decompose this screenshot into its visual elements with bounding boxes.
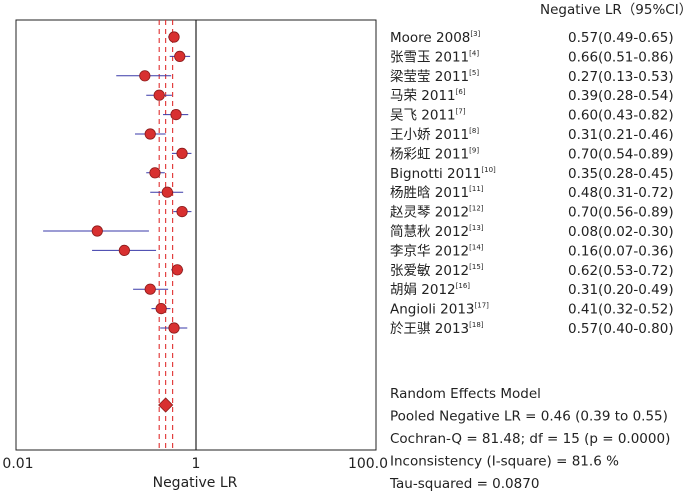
study-label-12: 张爱敏 2012[15] [390,263,484,279]
study-marker-10 [91,225,103,237]
study-ref-3: [6] [456,88,466,96]
study-label-3: 马荣 2011[6] [390,88,466,104]
study-label-2: 梁莹莹 2011[5] [390,69,479,85]
study-name-11: 李京华 2012 [390,243,469,259]
x-tick-label-0: 0.01 [2,456,33,472]
study-name-8: 杨胜晗 2011 [390,184,469,201]
study-ref-2: [5] [469,69,479,77]
study-ref-12: [15] [469,263,484,271]
study-name-15: 於王骐 2013 [390,321,469,337]
study-ci-4: 0.60(0.43-0.82) [568,108,674,124]
study-ref-4: [7] [456,108,466,116]
pooled-diamond [158,397,174,413]
study-ci-15: 0.57(0.40-0.80) [568,321,674,337]
summary-line-0: Random Effects Model [390,386,541,402]
study-marker-4 [170,109,182,121]
study-name-4: 吴飞 2011 [390,108,456,124]
study-ref-15: [18] [469,321,484,329]
study-ref-7: [10] [481,166,496,174]
ci-header: Negative LR（95%CI） [540,2,692,18]
study-name-14: Angioli 2013 [390,302,475,318]
study-ci-0: 0.57(0.49-0.65) [568,30,674,46]
study-name-6: 杨彩虹 2011 [390,146,469,162]
study-label-6: 杨彩虹 2011[9] [390,146,479,162]
study-marker-14 [155,302,167,315]
study-ref-10: [13] [469,224,484,232]
study-marker-1 [174,50,186,63]
study-ci-9: 0.70(0.56-0.89) [568,205,674,221]
study-marker-12 [171,264,183,276]
study-ref-9: [12] [469,205,484,213]
study-marker-6 [176,147,188,159]
study-marker-9 [176,206,188,218]
study-ref-8: [11] [469,185,484,193]
study-marker-0 [168,31,180,43]
study-ci-7: 0.35(0.28-0.45) [568,166,674,182]
study-name-13: 胡娟 2012 [390,282,456,298]
study-ci-13: 0.31(0.20-0.49) [568,282,674,298]
study-ref-14: [17] [475,302,490,310]
study-ci-3: 0.39(0.28-0.54) [568,88,674,104]
study-name-7: Bignotti 2011 [390,166,481,182]
study-name-2: 梁莹莹 2011 [390,69,469,85]
study-name-0: Moore 2008 [390,30,470,46]
study-ci-12: 0.62(0.53-0.72) [568,263,674,279]
study-ci-10: 0.08(0.02-0.30) [568,224,674,240]
study-name-3: 马荣 2011 [390,88,456,104]
study-ref-6: [9] [469,146,479,154]
study-ci-14: 0.41(0.32-0.52) [568,302,674,318]
summary-line-3: Inconsistency (I-square) = 81.6 % [390,454,619,470]
study-name-12: 张爱敏 2012 [390,263,469,279]
study-marker-11 [118,244,130,256]
study-ref-11: [14] [469,243,484,251]
study-ci-2: 0.27(0.13-0.53) [568,69,674,85]
study-name-1: 张雪玉 2011 [390,49,469,65]
study-label-4: 吴飞 2011[7] [390,108,466,124]
study-ci-6: 0.70(0.54-0.89) [568,146,674,162]
study-marker-5 [144,128,156,140]
study-label-5: 王小娇 2011[8] [390,127,479,143]
study-label-14: Angioli 2013[17] [390,302,489,318]
study-label-8: 杨胜晗 2011[11] [390,184,484,201]
x-tick-label-1: 1 [192,456,201,472]
study-marker-2 [139,70,151,82]
study-ref-1: [4] [469,49,479,57]
study-ci-8: 0.48(0.31-0.72) [568,185,674,201]
study-ci-11: 0.16(0.07-0.36) [568,243,674,259]
study-name-9: 赵灵琴 2012 [390,205,469,221]
study-label-15: 於王骐 2013[18] [390,321,484,337]
study-label-7: Bignotti 2011[10] [390,166,496,182]
study-label-1: 张雪玉 2011[4] [390,49,479,65]
study-name-5: 王小娇 2011 [390,127,469,143]
study-label-11: 李京华 2012[14] [390,243,484,259]
study-ref-0: [3] [470,30,480,38]
study-label-13: 胡娟 2012[16] [390,282,470,298]
x-tick-label-2: 100.0 [348,456,388,472]
study-marker-15 [168,322,180,334]
study-label-0: Moore 2008[3] [390,30,481,46]
study-ref-5: [8] [469,127,479,135]
study-ci-1: 0.66(0.51-0.86) [568,49,674,65]
study-marker-7 [149,167,161,179]
study-ci-5: 0.31(0.21-0.46) [568,127,674,143]
study-marker-13 [144,283,156,295]
study-ref-13: [16] [456,282,471,290]
summary-line-2: Cochran-Q = 81.48; df = 15 (p = 0.0000) [390,431,670,447]
summary-line-4: Tau-squared = 0.0870 [389,476,539,492]
study-marker-3 [153,89,165,101]
summary-line-1: Pooled Negative LR = 0.46 (0.39 to 0.55) [390,409,668,425]
study-label-9: 赵灵琴 2012[12] [390,205,484,221]
x-axis-label: Negative LR [153,475,238,491]
study-label-10: 简慧秋 2012[13] [390,223,484,240]
study-name-10: 简慧秋 2012 [390,223,469,240]
study-marker-8 [161,186,173,198]
